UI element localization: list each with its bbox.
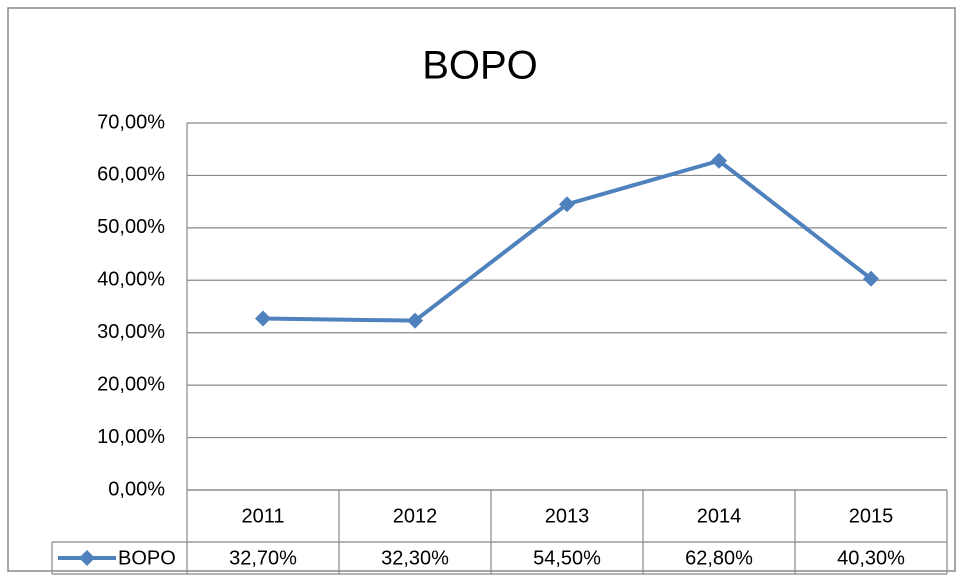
- x-tick-label: 2012: [393, 505, 438, 527]
- table-value: 40,30%: [837, 547, 905, 569]
- y-tick-label: 60,00%: [97, 164, 165, 186]
- legend-label: BOPO: [118, 547, 176, 569]
- x-tick-label: 2013: [545, 505, 590, 527]
- chart-border: [7, 7, 956, 572]
- table-value: 62,80%: [685, 547, 753, 569]
- legend-marker: [79, 550, 95, 566]
- y-tick-label: 10,00%: [97, 426, 165, 448]
- y-tick-label: 0,00%: [108, 478, 165, 500]
- table-value: 32,30%: [381, 547, 449, 569]
- y-tick-label: 70,00%: [97, 111, 165, 133]
- x-tick-label: 2011: [241, 505, 284, 527]
- x-tick-label: 2014: [697, 505, 742, 527]
- marker: [863, 270, 879, 287]
- marker: [711, 152, 727, 169]
- table-value: 32,70%: [229, 547, 297, 569]
- x-tick-label: 2015: [849, 505, 894, 527]
- y-tick-label: 20,00%: [97, 373, 165, 395]
- y-tick-label: 40,00%: [97, 269, 165, 291]
- y-tick-label: 50,00%: [97, 216, 165, 238]
- marker: [255, 310, 271, 327]
- marker: [559, 196, 575, 213]
- marker: [407, 312, 423, 329]
- chart-title: BOPO: [422, 44, 538, 88]
- table-value: 54,50%: [533, 547, 601, 569]
- y-tick-label: 30,00%: [97, 321, 165, 343]
